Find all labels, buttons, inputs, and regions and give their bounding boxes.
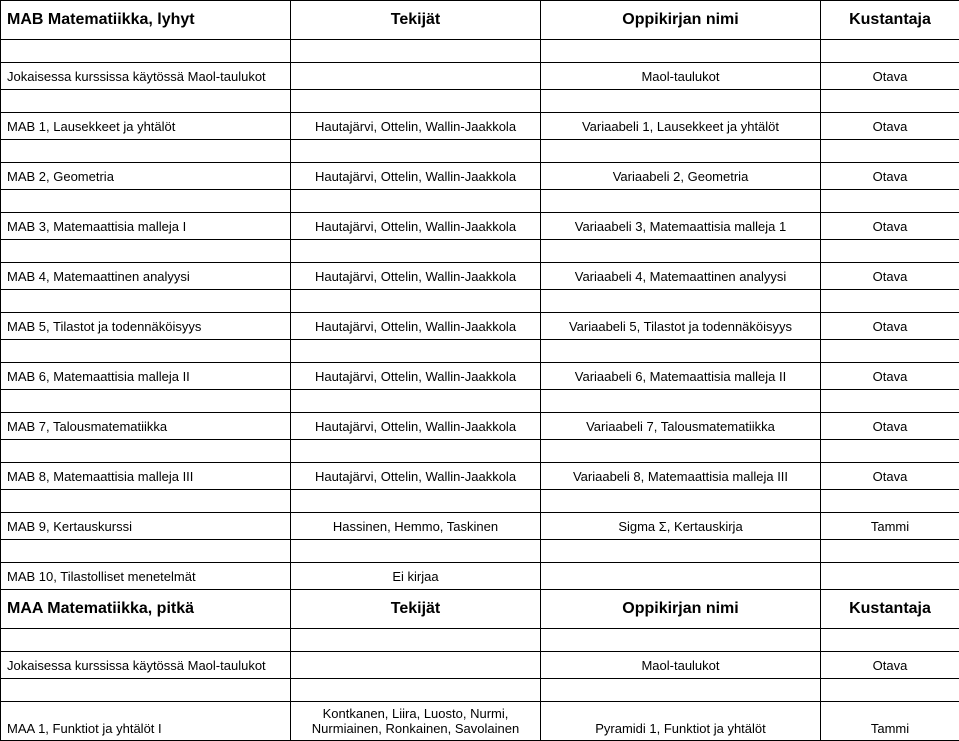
- cell-publisher: Otava: [821, 63, 959, 90]
- cell-book: Variaabeli 8, Matemaattisia malleja III: [541, 463, 821, 490]
- spacer-row: [1, 140, 959, 163]
- spacer-row: [1, 540, 959, 563]
- cell-course: MAB 4, Matemaattinen analyysi: [1, 263, 291, 290]
- cell-authors: Hautajärvi, Ottelin, Wallin-Jaakkola: [291, 463, 541, 490]
- cell-authors: Hautajärvi, Ottelin, Wallin-Jaakkola: [291, 413, 541, 440]
- spacer-row: [1, 190, 959, 213]
- cell-book: Variaabeli 3, Matemaattisia malleja 1: [541, 213, 821, 240]
- spacer-row: [1, 679, 959, 702]
- cell-course: Jokaisessa kurssissa käytössä Maol-taulu…: [1, 63, 291, 90]
- cell-book: [541, 563, 821, 590]
- table-row: Jokaisessa kurssissa käytössä Maol-taulu…: [1, 63, 959, 90]
- cell-course: MAB 1, Lausekkeet ja yhtälöt: [1, 113, 291, 140]
- spacer-row: [1, 40, 959, 63]
- cell-publisher: Otava: [821, 652, 959, 679]
- table-row: MAA 1, Funktiot ja yhtälöt I Kontkanen, …: [1, 702, 959, 741]
- cell-book: Maol-taulukot: [541, 652, 821, 679]
- table-row: MAB 5, Tilastot ja todennäköisyys Hautaj…: [1, 313, 959, 340]
- cell-course: MAB 5, Tilastot ja todennäköisyys: [1, 313, 291, 340]
- header-cell: Tekijät: [291, 590, 541, 629]
- cell-authors: [291, 63, 541, 90]
- cell-book: Variaabeli 6, Matemaattisia malleja II: [541, 363, 821, 390]
- spacer-row: [1, 490, 959, 513]
- cell-publisher: Tammi: [821, 513, 959, 540]
- table-row: MAB 4, Matemaattinen analyysi Hautajärvi…: [1, 263, 959, 290]
- header-cell: Kustantaja: [821, 1, 959, 40]
- table-row: MAB 1, Lausekkeet ja yhtälöt Hautajärvi,…: [1, 113, 959, 140]
- table-row: MAB 10, Tilastolliset menetelmät Ei kirj…: [1, 563, 959, 590]
- cell-publisher: Otava: [821, 163, 959, 190]
- cell-book: Variaabeli 1, Lausekkeet ja yhtälöt: [541, 113, 821, 140]
- cell-publisher: Tammi: [821, 702, 959, 741]
- spacer-row: [1, 90, 959, 113]
- cell-authors: [291, 652, 541, 679]
- cell-publisher: Otava: [821, 463, 959, 490]
- table-row: MAB 7, Talousmatematiikka Hautajärvi, Ot…: [1, 413, 959, 440]
- table-row: MAB 9, Kertauskurssi Hassinen, Hemmo, Ta…: [1, 513, 959, 540]
- cell-course: MAB 9, Kertauskurssi: [1, 513, 291, 540]
- table-row: MAB 6, Matemaattisia malleja II Hautajär…: [1, 363, 959, 390]
- cell-book: Variaabeli 2, Geometria: [541, 163, 821, 190]
- header-cell: Kustantaja: [821, 590, 959, 629]
- table-row: MAB 2, Geometria Hautajärvi, Ottelin, Wa…: [1, 163, 959, 190]
- header-cell: MAA Matematiikka, pitkä: [1, 590, 291, 629]
- mab-table: MAB Matematiikka, lyhyt Tekijät Oppikirj…: [0, 0, 959, 741]
- cell-authors: Hassinen, Hemmo, Taskinen: [291, 513, 541, 540]
- cell-course: MAB 6, Matemaattisia malleja II: [1, 363, 291, 390]
- cell-book: Variaabeli 7, Talousmatematiikka: [541, 413, 821, 440]
- cell-course: MAB 3, Matemaattisia malleja I: [1, 213, 291, 240]
- cell-authors: Ei kirjaa: [291, 563, 541, 590]
- spacer-row: [1, 240, 959, 263]
- header-cell: MAB Matematiikka, lyhyt: [1, 1, 291, 40]
- cell-authors: Kontkanen, Liira, Luosto, Nurmi, Nurmiai…: [291, 702, 541, 741]
- cell-course: Jokaisessa kurssissa käytössä Maol-taulu…: [1, 652, 291, 679]
- header-cell: Oppikirjan nimi: [541, 1, 821, 40]
- cell-publisher: Otava: [821, 363, 959, 390]
- cell-publisher: Otava: [821, 313, 959, 340]
- cell-authors: Hautajärvi, Ottelin, Wallin-Jaakkola: [291, 213, 541, 240]
- cell-book: Pyramidi 1, Funktiot ja yhtälöt: [541, 702, 821, 741]
- header-cell: Oppikirjan nimi: [541, 590, 821, 629]
- cell-course: MAA 1, Funktiot ja yhtälöt I: [1, 702, 291, 741]
- cell-book: Variaabeli 4, Matemaattinen analyysi: [541, 263, 821, 290]
- section2-header-row: MAA Matematiikka, pitkä Tekijät Oppikirj…: [1, 590, 959, 629]
- header-cell: Tekijät: [291, 1, 541, 40]
- spacer-row: [1, 629, 959, 652]
- cell-course: MAB 2, Geometria: [1, 163, 291, 190]
- spacer-row: [1, 340, 959, 363]
- cell-authors: Hautajärvi, Ottelin, Wallin-Jaakkola: [291, 363, 541, 390]
- spacer-row: [1, 290, 959, 313]
- cell-course: MAB 7, Talousmatematiikka: [1, 413, 291, 440]
- cell-publisher: Otava: [821, 413, 959, 440]
- cell-authors: Hautajärvi, Ottelin, Wallin-Jaakkola: [291, 313, 541, 340]
- table-row: MAB 3, Matemaattisia malleja I Hautajärv…: [1, 213, 959, 240]
- cell-publisher: [821, 563, 959, 590]
- cell-book: Sigma Σ, Kertauskirja: [541, 513, 821, 540]
- cell-authors: Hautajärvi, Ottelin, Wallin-Jaakkola: [291, 263, 541, 290]
- cell-course: MAB 8, Matemaattisia malleja III: [1, 463, 291, 490]
- spacer-row: [1, 390, 959, 413]
- cell-publisher: Otava: [821, 263, 959, 290]
- cell-publisher: Otava: [821, 113, 959, 140]
- cell-book: Maol-taulukot: [541, 63, 821, 90]
- cell-publisher: Otava: [821, 213, 959, 240]
- spacer-row: [1, 440, 959, 463]
- cell-authors: Hautajärvi, Ottelin, Wallin-Jaakkola: [291, 163, 541, 190]
- table-row: Jokaisessa kurssissa käytössä Maol-taulu…: [1, 652, 959, 679]
- table-row: MAB 8, Matemaattisia malleja III Hautajä…: [1, 463, 959, 490]
- section1-header-row: MAB Matematiikka, lyhyt Tekijät Oppikirj…: [1, 1, 959, 40]
- cell-course: MAB 10, Tilastolliset menetelmät: [1, 563, 291, 590]
- cell-authors: Hautajärvi, Ottelin, Wallin-Jaakkola: [291, 113, 541, 140]
- cell-book: Variaabeli 5, Tilastot ja todennäköisyys: [541, 313, 821, 340]
